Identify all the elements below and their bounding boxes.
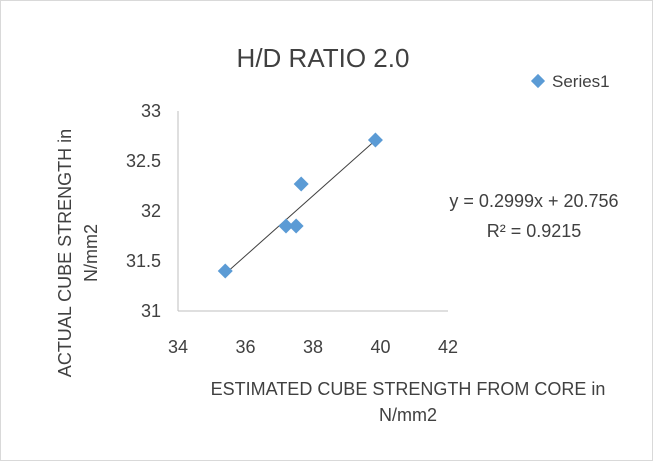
trendline-r-squared: R² = 0.9215: [487, 221, 582, 241]
x-tick-label: 40: [370, 337, 390, 357]
y-axis-label-line1: ACTUAL CUBE STRENGTH in: [55, 129, 75, 377]
x-tick-label: 42: [438, 337, 458, 357]
data-point: [278, 218, 294, 234]
x-axis-label-line2: N/mm2: [379, 405, 437, 425]
y-tick-labels: 31 31.5 32 32.5 33: [126, 101, 161, 321]
y-tick-label: 32.5: [126, 151, 161, 171]
data-point: [293, 176, 309, 192]
data-points: [217, 132, 383, 279]
x-axis-label-line1: ESTIMATED CUBE STRENGTH FROM CORE in: [211, 379, 606, 399]
legend-label-series1: Series1: [552, 72, 610, 91]
x-tick-label: 34: [168, 337, 188, 357]
legend: Series1: [530, 72, 610, 91]
y-tick-label: 33: [141, 101, 161, 121]
x-tick-label: 38: [303, 337, 323, 357]
trendline: [224, 139, 376, 275]
data-point: [217, 263, 233, 279]
x-tick-label: 36: [235, 337, 255, 357]
trendline-layer: [224, 139, 376, 275]
trendline-equation: y = 0.2999x + 20.756: [449, 191, 618, 211]
data-point: [288, 218, 304, 234]
data-point: [367, 132, 383, 148]
y-tick-label: 31.5: [126, 251, 161, 271]
y-tick-label: 31: [141, 301, 161, 321]
x-tick-labels: 34 36 38 40 42: [168, 337, 458, 357]
y-tick-label: 32: [141, 201, 161, 221]
plot-area: [177, 111, 448, 312]
legend-marker-series1: [530, 73, 546, 89]
y-axis-label-line2: N/mm2: [81, 224, 101, 282]
chart-title: H/D RATIO 2.0: [237, 43, 410, 73]
